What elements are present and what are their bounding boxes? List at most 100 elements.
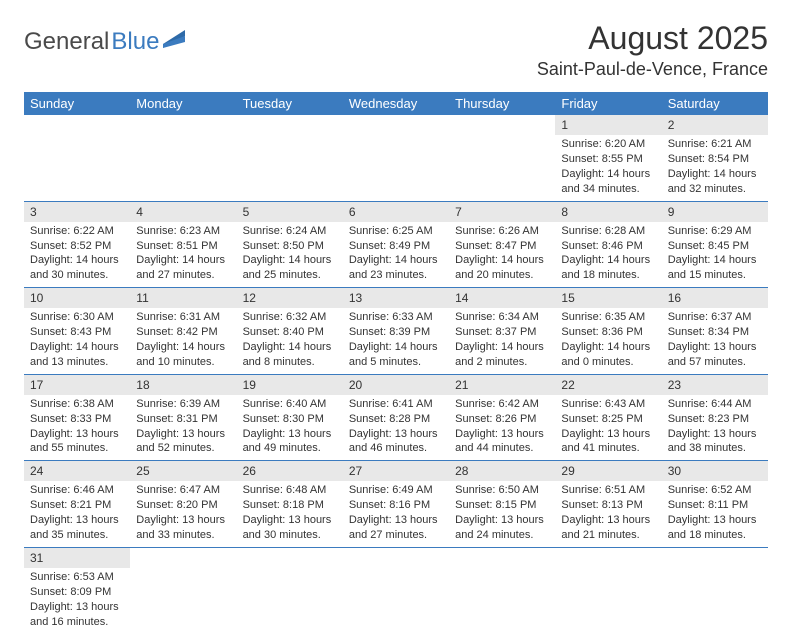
day-number: 8: [555, 202, 661, 222]
sunrise-line: Sunrise: 6:30 AM: [30, 310, 124, 325]
month-title: August 2025: [537, 20, 768, 57]
day-details: Sunrise: 6:50 AMSunset: 8:15 PMDaylight:…: [449, 481, 555, 546]
day-details: Sunrise: 6:30 AMSunset: 8:43 PMDaylight:…: [24, 308, 130, 373]
calendar-day-cell: 26Sunrise: 6:48 AMSunset: 8:18 PMDayligh…: [237, 461, 343, 548]
calendar-day-cell: 9Sunrise: 6:29 AMSunset: 8:45 PMDaylight…: [662, 201, 768, 288]
sunrise-line: Sunrise: 6:35 AM: [561, 310, 655, 325]
day-details: Sunrise: 6:21 AMSunset: 8:54 PMDaylight:…: [662, 135, 768, 200]
day-details: Sunrise: 6:24 AMSunset: 8:50 PMDaylight:…: [237, 222, 343, 287]
daylight-line: Daylight: 14 hours and 25 minutes.: [243, 253, 337, 283]
day-number: 1: [555, 115, 661, 135]
sunset-line: Sunset: 8:21 PM: [30, 498, 124, 513]
sunset-line: Sunset: 8:20 PM: [136, 498, 230, 513]
calendar-table: SundayMondayTuesdayWednesdayThursdayFrid…: [24, 92, 768, 633]
calendar-day-cell: 18Sunrise: 6:39 AMSunset: 8:31 PMDayligh…: [130, 374, 236, 461]
calendar-day-cell: 1Sunrise: 6:20 AMSunset: 8:55 PMDaylight…: [555, 115, 661, 201]
sunset-line: Sunset: 8:26 PM: [455, 412, 549, 427]
day-number: 21: [449, 375, 555, 395]
sunrise-line: Sunrise: 6:46 AM: [30, 483, 124, 498]
calendar-day-cell: 28Sunrise: 6:50 AMSunset: 8:15 PMDayligh…: [449, 461, 555, 548]
daylight-line: Daylight: 14 hours and 10 minutes.: [136, 340, 230, 370]
calendar-day-cell: 29Sunrise: 6:51 AMSunset: 8:13 PMDayligh…: [555, 461, 661, 548]
calendar-day-cell: 20Sunrise: 6:41 AMSunset: 8:28 PMDayligh…: [343, 374, 449, 461]
sunrise-line: Sunrise: 6:51 AM: [561, 483, 655, 498]
daylight-line: Daylight: 13 hours and 33 minutes.: [136, 513, 230, 543]
daylight-line: Daylight: 14 hours and 13 minutes.: [30, 340, 124, 370]
weekday-header: Sunday: [24, 92, 130, 115]
calendar-day-cell: 4Sunrise: 6:23 AMSunset: 8:51 PMDaylight…: [130, 201, 236, 288]
sunrise-line: Sunrise: 6:50 AM: [455, 483, 549, 498]
calendar-day-cell: 24Sunrise: 6:46 AMSunset: 8:21 PMDayligh…: [24, 461, 130, 548]
daylight-line: Daylight: 14 hours and 2 minutes.: [455, 340, 549, 370]
weekday-header: Saturday: [662, 92, 768, 115]
daylight-line: Daylight: 13 hours and 35 minutes.: [30, 513, 124, 543]
sunrise-line: Sunrise: 6:44 AM: [668, 397, 762, 412]
day-details: Sunrise: 6:35 AMSunset: 8:36 PMDaylight:…: [555, 308, 661, 373]
day-number: 11: [130, 288, 236, 308]
sunset-line: Sunset: 8:25 PM: [561, 412, 655, 427]
daylight-line: Daylight: 13 hours and 18 minutes.: [668, 513, 762, 543]
sunrise-line: Sunrise: 6:38 AM: [30, 397, 124, 412]
daylight-line: Daylight: 13 hours and 16 minutes.: [30, 600, 124, 630]
sunset-line: Sunset: 8:16 PM: [349, 498, 443, 513]
calendar-day-cell: 12Sunrise: 6:32 AMSunset: 8:40 PMDayligh…: [237, 288, 343, 375]
calendar-day-cell: 11Sunrise: 6:31 AMSunset: 8:42 PMDayligh…: [130, 288, 236, 375]
calendar-day-cell: 27Sunrise: 6:49 AMSunset: 8:16 PMDayligh…: [343, 461, 449, 548]
day-number: 18: [130, 375, 236, 395]
daylight-line: Daylight: 13 hours and 38 minutes.: [668, 427, 762, 457]
day-details: Sunrise: 6:29 AMSunset: 8:45 PMDaylight:…: [662, 222, 768, 287]
daylight-line: Daylight: 14 hours and 5 minutes.: [349, 340, 443, 370]
day-details: Sunrise: 6:53 AMSunset: 8:09 PMDaylight:…: [24, 568, 130, 633]
logo-text-general: General: [24, 28, 109, 56]
calendar-day-cell: [24, 115, 130, 201]
sunrise-line: Sunrise: 6:52 AM: [668, 483, 762, 498]
sunset-line: Sunset: 8:36 PM: [561, 325, 655, 340]
sunset-line: Sunset: 8:13 PM: [561, 498, 655, 513]
day-details: Sunrise: 6:28 AMSunset: 8:46 PMDaylight:…: [555, 222, 661, 287]
weekday-header: Wednesday: [343, 92, 449, 115]
day-details: Sunrise: 6:44 AMSunset: 8:23 PMDaylight:…: [662, 395, 768, 460]
sunrise-line: Sunrise: 6:21 AM: [668, 137, 762, 152]
day-details: Sunrise: 6:25 AMSunset: 8:49 PMDaylight:…: [343, 222, 449, 287]
day-number: 20: [343, 375, 449, 395]
day-number: 14: [449, 288, 555, 308]
daylight-line: Daylight: 14 hours and 8 minutes.: [243, 340, 337, 370]
day-details: Sunrise: 6:22 AMSunset: 8:52 PMDaylight:…: [24, 222, 130, 287]
sunrise-line: Sunrise: 6:39 AM: [136, 397, 230, 412]
day-details: Sunrise: 6:37 AMSunset: 8:34 PMDaylight:…: [662, 308, 768, 373]
calendar-day-cell: [343, 547, 449, 633]
title-block: August 2025 Saint-Paul-de-Vence, France: [537, 20, 768, 80]
sunrise-line: Sunrise: 6:23 AM: [136, 224, 230, 239]
sunset-line: Sunset: 8:30 PM: [243, 412, 337, 427]
day-number: 16: [662, 288, 768, 308]
calendar-day-cell: 25Sunrise: 6:47 AMSunset: 8:20 PMDayligh…: [130, 461, 236, 548]
logo-text-blue: Blue: [111, 28, 159, 56]
sunset-line: Sunset: 8:55 PM: [561, 152, 655, 167]
sunset-line: Sunset: 8:51 PM: [136, 239, 230, 254]
daylight-line: Daylight: 13 hours and 24 minutes.: [455, 513, 549, 543]
day-number: 5: [237, 202, 343, 222]
day-number: 27: [343, 461, 449, 481]
daylight-line: Daylight: 13 hours and 55 minutes.: [30, 427, 124, 457]
day-number: 19: [237, 375, 343, 395]
sunset-line: Sunset: 8:43 PM: [30, 325, 124, 340]
sunset-line: Sunset: 8:15 PM: [455, 498, 549, 513]
daylight-line: Daylight: 13 hours and 46 minutes.: [349, 427, 443, 457]
sunset-line: Sunset: 8:31 PM: [136, 412, 230, 427]
calendar-header-row: SundayMondayTuesdayWednesdayThursdayFrid…: [24, 92, 768, 115]
day-details: Sunrise: 6:46 AMSunset: 8:21 PMDaylight:…: [24, 481, 130, 546]
calendar-day-cell: 31Sunrise: 6:53 AMSunset: 8:09 PMDayligh…: [24, 547, 130, 633]
sunset-line: Sunset: 8:28 PM: [349, 412, 443, 427]
sunset-line: Sunset: 8:40 PM: [243, 325, 337, 340]
calendar-week-row: 31Sunrise: 6:53 AMSunset: 8:09 PMDayligh…: [24, 547, 768, 633]
sunset-line: Sunset: 8:39 PM: [349, 325, 443, 340]
daylight-line: Daylight: 13 hours and 21 minutes.: [561, 513, 655, 543]
calendar-day-cell: [449, 115, 555, 201]
daylight-line: Daylight: 14 hours and 32 minutes.: [668, 167, 762, 197]
sunrise-line: Sunrise: 6:37 AM: [668, 310, 762, 325]
calendar-day-cell: 14Sunrise: 6:34 AMSunset: 8:37 PMDayligh…: [449, 288, 555, 375]
calendar-day-cell: [662, 547, 768, 633]
weekday-header: Thursday: [449, 92, 555, 115]
calendar-day-cell: 17Sunrise: 6:38 AMSunset: 8:33 PMDayligh…: [24, 374, 130, 461]
daylight-line: Daylight: 13 hours and 30 minutes.: [243, 513, 337, 543]
